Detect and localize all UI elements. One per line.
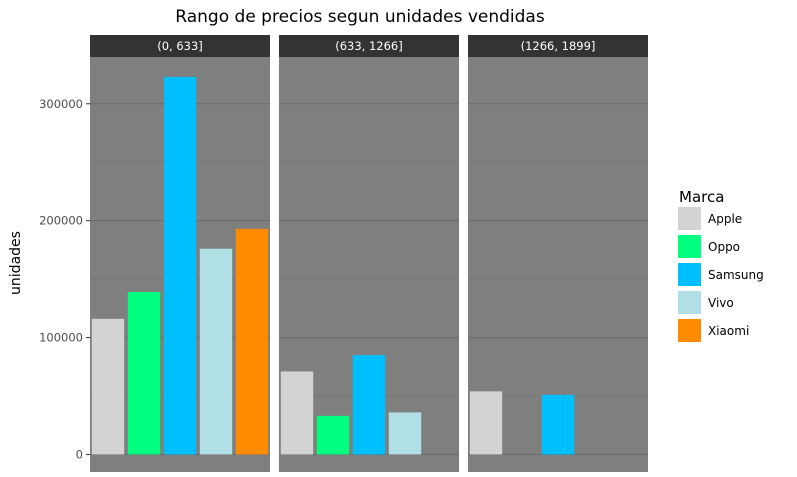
- chart-title: Rango de precios segun unidades vendidas: [175, 7, 545, 27]
- facet-strip-label: (0, 633]: [157, 39, 203, 53]
- bar-samsung: [163, 76, 197, 455]
- legend-label: Oppo: [708, 240, 740, 254]
- facet-panel: (0, 633]: [90, 35, 270, 472]
- legend-label: Xiaomi: [708, 324, 749, 338]
- bar-apple: [469, 391, 503, 455]
- legend-key-xiaomi: [678, 319, 701, 342]
- legend-key-apple: [678, 207, 701, 230]
- bar-apple: [280, 371, 314, 455]
- legend-label: Apple: [708, 212, 742, 226]
- y-tick-label: 100000: [39, 331, 83, 345]
- legend-label: Vivo: [708, 296, 734, 310]
- legend-title: Marca: [679, 188, 724, 206]
- bar-oppo: [127, 291, 161, 455]
- legend-key-oppo: [678, 235, 701, 258]
- bar-apple: [91, 318, 125, 455]
- y-tick-label: 0: [76, 447, 83, 461]
- bar-samsung: [541, 394, 575, 455]
- y-tick-label: 200000: [39, 214, 83, 228]
- facet-panel: (633, 1266]: [279, 35, 459, 472]
- facet-strip-label: (633, 1266]: [335, 39, 403, 53]
- legend-key-samsung: [678, 263, 701, 286]
- facet-panel: (1266, 1899]: [468, 35, 648, 472]
- legend: Marca Apple Oppo Samsung Vivo Xiaomi: [678, 188, 764, 342]
- y-axis: 0 100000 200000 300000: [39, 97, 90, 461]
- legend-label: Samsung: [708, 268, 764, 282]
- facet-strip: [90, 35, 270, 57]
- facet-strip: [468, 35, 648, 57]
- legend-key-vivo: [678, 291, 701, 314]
- y-tick-label: 300000: [39, 97, 83, 111]
- bar-xiaomi: [235, 228, 269, 455]
- bar-vivo: [199, 248, 233, 455]
- facet-strip: [279, 35, 459, 57]
- facet-strip-label: (1266, 1899]: [521, 39, 596, 53]
- facet-panels: (0, 633] (633, 1266] (1266, 1899]: [90, 35, 648, 472]
- bar-vivo: [388, 412, 422, 455]
- y-axis-title: unidades: [8, 231, 24, 295]
- bar-samsung: [352, 355, 386, 455]
- bar-oppo: [316, 415, 350, 455]
